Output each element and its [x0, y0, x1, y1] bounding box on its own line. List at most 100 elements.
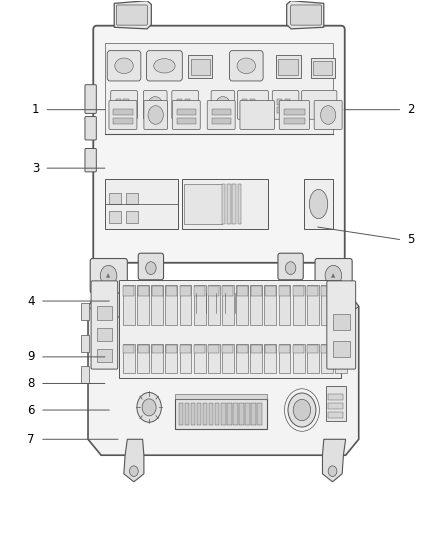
Bar [221, 402, 226, 425]
Bar [137, 285, 149, 325]
FancyBboxPatch shape [93, 26, 345, 263]
Text: 4: 4 [27, 295, 35, 308]
Text: 8: 8 [28, 377, 35, 390]
Bar [208, 286, 219, 296]
Bar [284, 109, 305, 115]
Polygon shape [287, 1, 324, 29]
Bar [123, 344, 135, 373]
Bar [212, 118, 231, 124]
Bar [321, 345, 332, 353]
Text: 9: 9 [27, 350, 35, 364]
Circle shape [288, 393, 316, 427]
Polygon shape [114, 1, 151, 29]
Circle shape [325, 265, 342, 286]
Bar [166, 286, 177, 296]
Bar [180, 345, 191, 353]
Ellipse shape [148, 96, 162, 113]
Bar [265, 344, 276, 373]
Bar [284, 118, 305, 124]
Text: 2: 2 [408, 103, 415, 116]
Bar [113, 118, 133, 124]
FancyBboxPatch shape [314, 101, 342, 130]
Ellipse shape [215, 96, 230, 113]
Bar [119, 280, 341, 378]
Bar [138, 345, 148, 353]
Bar [313, 61, 332, 75]
Bar [265, 285, 276, 325]
FancyBboxPatch shape [290, 5, 321, 25]
Ellipse shape [115, 58, 133, 74]
Bar [208, 345, 219, 353]
Bar [311, 58, 335, 78]
Bar [236, 344, 248, 373]
Text: ▲: ▲ [331, 273, 336, 278]
Bar [321, 344, 333, 373]
Bar [151, 285, 163, 325]
FancyBboxPatch shape [279, 101, 309, 130]
Polygon shape [322, 439, 346, 482]
Bar [335, 285, 347, 325]
Bar [277, 99, 283, 105]
Bar [321, 286, 332, 296]
Circle shape [130, 466, 138, 477]
Bar [209, 402, 213, 425]
Text: 6: 6 [27, 403, 35, 416]
Bar [233, 184, 236, 224]
Text: 5: 5 [408, 233, 415, 246]
Bar [124, 286, 134, 296]
Bar [321, 285, 333, 325]
Bar [166, 345, 177, 353]
Bar [328, 411, 343, 418]
FancyBboxPatch shape [278, 253, 303, 280]
Polygon shape [124, 439, 144, 482]
Text: 1: 1 [32, 103, 39, 116]
Bar [250, 344, 262, 373]
Polygon shape [88, 290, 359, 317]
FancyBboxPatch shape [109, 101, 137, 130]
Bar [152, 286, 163, 296]
Bar [180, 344, 191, 373]
Bar [191, 59, 210, 75]
Bar [251, 402, 256, 425]
Bar [151, 344, 163, 373]
FancyBboxPatch shape [172, 101, 200, 130]
Bar [277, 107, 283, 114]
Bar [242, 107, 247, 114]
Bar [81, 303, 89, 320]
Circle shape [146, 262, 156, 274]
FancyBboxPatch shape [85, 85, 96, 114]
Bar [222, 344, 234, 373]
Bar [237, 286, 247, 296]
Bar [237, 345, 247, 353]
Bar [335, 344, 347, 373]
Bar [116, 99, 121, 105]
Bar [250, 99, 255, 105]
FancyBboxPatch shape [272, 91, 299, 119]
FancyBboxPatch shape [144, 101, 167, 130]
Bar [138, 286, 148, 296]
Ellipse shape [237, 58, 255, 74]
Bar [124, 99, 129, 105]
Bar [177, 99, 182, 105]
Bar [250, 285, 262, 325]
Bar [97, 328, 112, 341]
Bar [194, 285, 205, 325]
Bar [180, 285, 191, 325]
Bar [258, 402, 262, 425]
Bar [238, 184, 241, 224]
Bar [285, 107, 290, 114]
Bar [236, 285, 248, 325]
Bar [109, 211, 121, 223]
Bar [251, 345, 262, 353]
FancyBboxPatch shape [327, 281, 356, 369]
Bar [81, 367, 89, 383]
Bar [279, 345, 290, 353]
Bar [194, 286, 205, 296]
Bar [184, 184, 222, 224]
Circle shape [137, 392, 161, 422]
FancyBboxPatch shape [117, 5, 148, 25]
FancyBboxPatch shape [138, 253, 163, 280]
Bar [197, 402, 201, 425]
Bar [279, 344, 290, 373]
Circle shape [321, 106, 336, 124]
